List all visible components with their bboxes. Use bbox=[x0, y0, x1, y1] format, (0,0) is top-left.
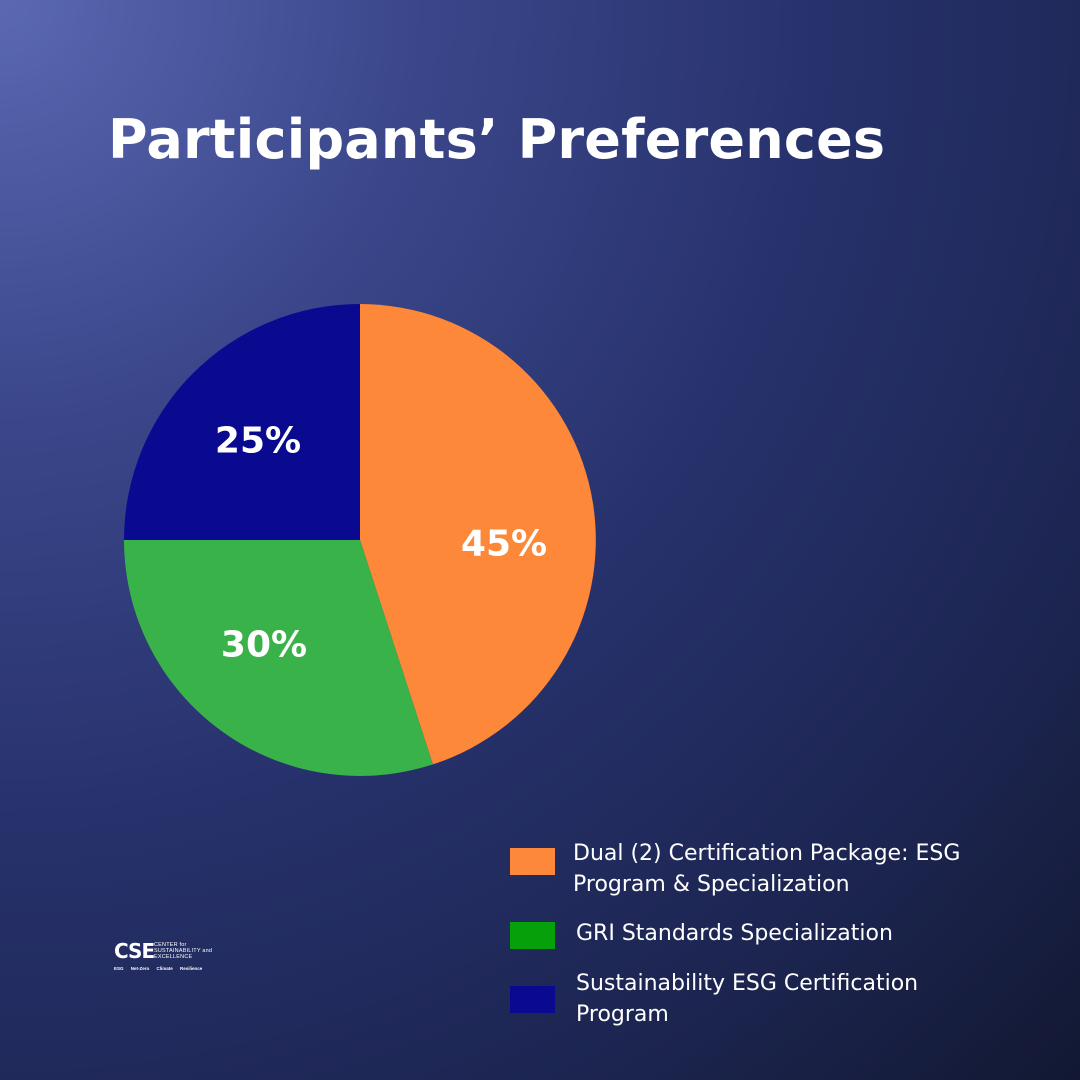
logo-name-line: EXCELLENCE bbox=[154, 954, 193, 960]
legend-label: Sustainability ESG Certification Program bbox=[576, 968, 918, 1030]
legend-swatch-green bbox=[510, 922, 555, 949]
legend-swatch-blue bbox=[510, 986, 555, 1013]
legend-label-line: Sustainability ESG Certification bbox=[576, 971, 919, 996]
logo-tagline: ESG Net-Zero Climate Resilience bbox=[114, 966, 203, 971]
legend-label: Dual (2) Certification Package: ESG Prog… bbox=[573, 838, 960, 900]
logo-name-line: SUSTAINABILITY and bbox=[154, 948, 213, 954]
logo-name-line: CENTER for bbox=[154, 942, 187, 948]
pie-slice-dual-certification[interactable] bbox=[360, 304, 596, 765]
legend-label-line: Program bbox=[576, 1002, 669, 1027]
logo-name: CENTER for SUSTAINABILITY and EXCELLENCE bbox=[154, 942, 212, 960]
legend-label-line: Program & Specialization bbox=[573, 872, 850, 897]
legend-label: GRI Standards Specialization bbox=[576, 921, 893, 946]
cse-logo: CSE CENTER for SUSTAINABILITY and EXCELL… bbox=[114, 940, 234, 974]
pie-slice-gri-standards[interactable] bbox=[124, 540, 433, 776]
pie-slice-sustainability-esg[interactable] bbox=[124, 304, 360, 540]
slice-label-45: 45% bbox=[460, 523, 548, 565]
slice-label-25: 25% bbox=[214, 420, 302, 462]
legend-swatch-orange bbox=[510, 848, 555, 875]
page-title: Participants’ Preferences bbox=[108, 108, 886, 171]
legend-label-line: Dual (2) Certification Package: ESG bbox=[573, 841, 961, 866]
logo-mark: CSE bbox=[114, 939, 155, 963]
slice-label-30: 30% bbox=[220, 624, 308, 666]
